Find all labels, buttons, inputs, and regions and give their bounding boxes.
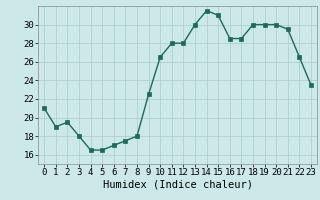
- X-axis label: Humidex (Indice chaleur): Humidex (Indice chaleur): [103, 180, 252, 190]
